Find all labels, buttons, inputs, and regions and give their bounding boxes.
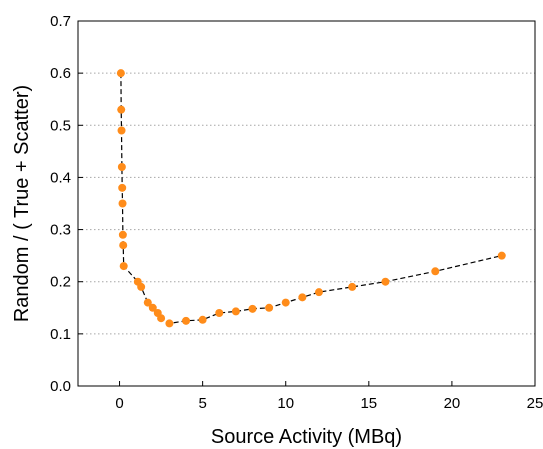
data-point	[119, 262, 128, 271]
data-point	[381, 277, 390, 286]
data-point	[118, 183, 127, 192]
tick-labels: 0.0 0.1 0.2 0.3 0.4 0.5 0.6 0.7 0 5 10 15 20 25	[50, 13, 543, 412]
data-point	[497, 251, 506, 260]
x-tick-label: 10	[277, 395, 294, 412]
data-point	[431, 267, 440, 276]
grid-lines	[78, 72, 535, 335]
data-point	[117, 126, 126, 135]
y-axis-title: Random / ( True + Scatter)	[11, 85, 33, 322]
x-tick-label: 0	[115, 395, 123, 412]
x-tick-label: 20	[444, 395, 461, 412]
data-point	[118, 199, 127, 208]
data-point	[182, 316, 191, 325]
data-point	[116, 69, 125, 78]
data-point	[298, 293, 307, 302]
series-line	[120, 73, 502, 325]
axis-ticks	[78, 20, 536, 387]
x-tick-label: 15	[360, 395, 377, 412]
y-tick-label: 0.0	[50, 378, 71, 395]
data-point	[118, 230, 127, 239]
plot-area-border	[77, 20, 536, 387]
data-point	[231, 307, 240, 316]
x-tick-label: 5	[198, 395, 206, 412]
data-point	[198, 315, 207, 324]
y-tick-label: 0.6	[50, 65, 71, 82]
y-tick-label: 0.2	[50, 274, 71, 291]
x-axis-title: Source Activity (MBq)	[211, 426, 402, 448]
data-point	[215, 309, 224, 317]
data-point	[119, 241, 128, 250]
data-point	[248, 304, 257, 313]
y-tick-label: 0.4	[50, 169, 71, 186]
y-tick-label: 0.3	[50, 222, 71, 239]
y-tick-label: 0.5	[50, 117, 71, 134]
data-point	[137, 282, 146, 291]
data-point	[157, 314, 166, 323]
data-point	[148, 303, 157, 312]
data-point	[143, 298, 152, 307]
data-point	[165, 319, 174, 328]
data-point	[348, 282, 357, 291]
x-tick-label: 25	[527, 395, 543, 412]
data-points	[116, 69, 506, 328]
data-point	[265, 303, 274, 312]
y-tick-label: 0.7	[50, 13, 71, 30]
data-point	[117, 163, 126, 171]
data-point	[117, 105, 126, 114]
y-tick-label: 0.1	[50, 326, 71, 343]
data-point	[314, 288, 323, 297]
data-point	[281, 298, 290, 307]
